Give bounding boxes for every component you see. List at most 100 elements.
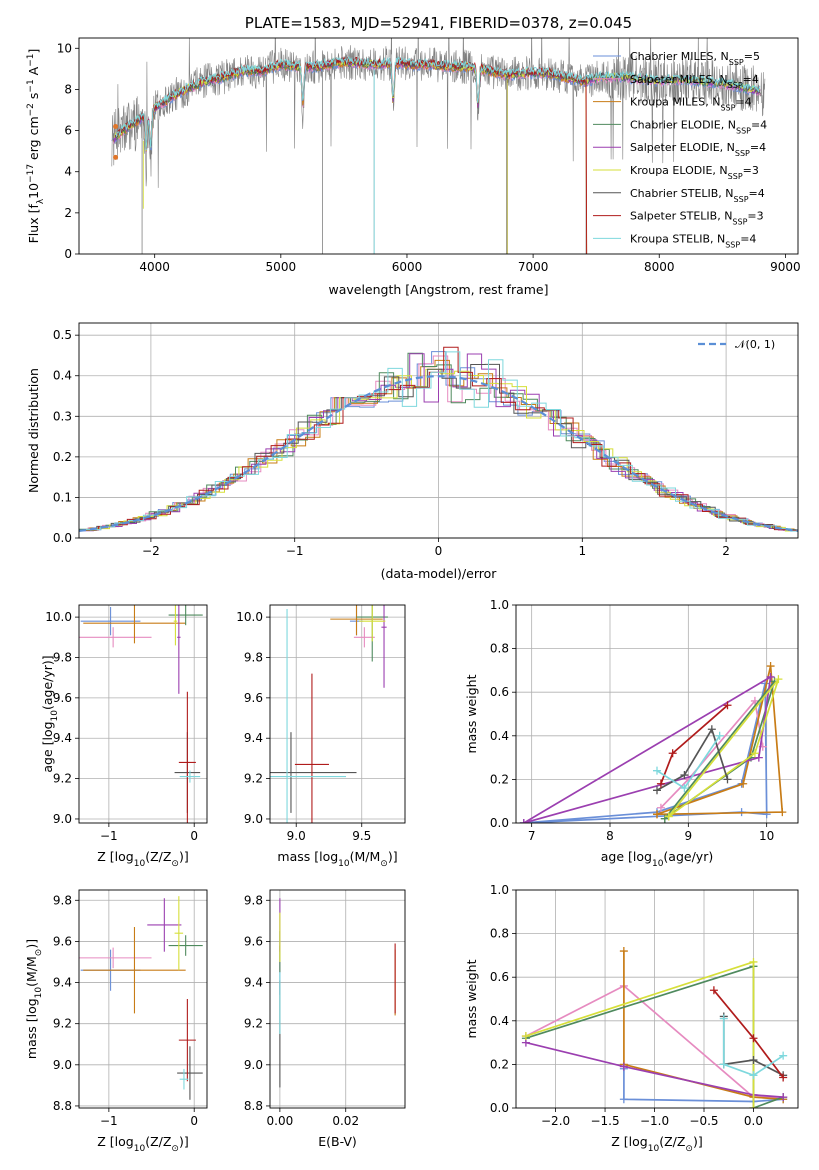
mass-vs-z-errorbar-point	[178, 999, 196, 1082]
age-vs-mass-grid	[270, 605, 405, 823]
age-vs-mass-panel: 9.0 9.5 9.0 9.2 9.4 9.6 9.8 10.0 mass [log10(M/M…	[236, 604, 406, 869]
weight-vs-z-xtick-label: −0.5	[689, 1114, 718, 1128]
weight-vs-z-point-marker	[749, 1104, 758, 1108]
mass-vs-z-ytick-label: 9.6	[53, 934, 72, 948]
residuals-ytick-label: 0.3	[53, 409, 72, 423]
residuals-gaussian-curve	[79, 375, 798, 532]
weight-vs-z-ylabel: mass weight	[464, 959, 479, 1038]
spectrum-xlabel: wavelength [Angstrom, rest frame]	[328, 282, 548, 297]
weight-vs-age-point-marker	[653, 766, 661, 775]
mass-vs-ebv-xlabel: E(B-V)	[318, 1134, 357, 1149]
residuals-ytick-label: 0.0	[53, 531, 72, 545]
spectrum-ytick-label: 2	[64, 206, 72, 220]
weight-vs-age-point-marker	[668, 749, 677, 758]
weight-vs-age-xtick-label: 8	[606, 829, 614, 843]
mass-vs-ebv-ytick-label: 9.8	[244, 893, 263, 907]
residuals-ytick-label: 0.2	[53, 450, 72, 464]
mass-vs-z-ytick-label: 9.2	[53, 1017, 72, 1031]
weight-vs-age-series-line	[523, 675, 772, 823]
mass-vs-z-xtick-label: −1	[100, 1114, 118, 1128]
age-vs-mass-plot-area	[270, 605, 388, 823]
weight-vs-age-point-marker	[656, 803, 665, 812]
age-vs-z-errorbar-point	[178, 691, 196, 823]
weight-vs-z-point-marker	[749, 957, 758, 966]
weight-vs-age-ticks: 7 8 9 10 0.0 0.2 0.4 0.6 0.8 1.0	[490, 598, 774, 843]
age-vs-mass-frame	[269, 604, 406, 824]
spectrum-ytick-label: 8	[64, 82, 72, 96]
age-vs-mass-xtick-label: 9.0	[287, 829, 306, 843]
age-vs-z-ytick-label: 9.4	[53, 731, 72, 745]
weight-vs-z-point-marker	[619, 1095, 628, 1104]
age-vs-mass-errorbar-point	[270, 609, 347, 823]
age-vs-mass-ytick-label: 9.6	[244, 691, 263, 705]
residuals-panel: −2 −1 0 1 2 0.0 0.1 0.2 0.3 0.4 0.5 (data-model)/er…	[26, 322, 799, 581]
age-vs-z-errorbar-point	[179, 770, 201, 783]
spectrum-ytick-label: 10	[57, 41, 72, 55]
weight-vs-age-plot-area	[519, 662, 787, 823]
mass-vs-z-xlabel: Z [log10(Z/Z⊙)]	[97, 1134, 188, 1154]
spectrum-ylabel: Flux [fλ10−17 erg cm−2 s−1 A−1]	[26, 49, 46, 244]
weight-vs-age-ylabel: mass weight	[464, 674, 479, 753]
weight-vs-age-series-line	[656, 727, 729, 792]
weight-vs-z-xtick-label: −2.0	[541, 1114, 570, 1128]
weight-vs-age-point-marker	[680, 771, 689, 780]
weight-vs-z-point-marker	[779, 1051, 788, 1060]
spectrum-xtick-label: 8000	[644, 260, 675, 274]
age-vs-z-errorbar-point	[177, 605, 181, 694]
age-vs-z-plot-area	[79, 605, 203, 823]
mass-vs-ebv-ytick-label: 8.8	[244, 1099, 263, 1113]
spectrum-xtick-label: 9000	[770, 260, 801, 274]
mass-vs-ebv-ytick-label: 9.2	[244, 1017, 263, 1031]
mass-vs-z-frame	[78, 889, 208, 1109]
mass-vs-z-ylabel: mass [log10(M/M⊙)]	[24, 939, 44, 1059]
weight-vs-age-ytick-label: 1.0	[490, 598, 509, 612]
spectrum-ytick-label: 4	[64, 165, 72, 179]
spectrum-legend-label: Kroupa STELIB, NSSP=4	[630, 232, 756, 249]
weight-vs-age-point-marker	[750, 696, 759, 705]
weight-vs-z-xtick-label: 0.0	[744, 1114, 763, 1128]
residuals-histogram-step	[84, 346, 798, 531]
spectrum-model-line	[115, 56, 761, 151]
figure-panels: 4000 5000 6000 7000 8000 90000246810PLATE=158…	[24, 14, 801, 1154]
weight-vs-age-point-marker	[774, 675, 783, 684]
spectrum-xtick-label: 4000	[139, 260, 170, 274]
spectrum-legend-label: Chabrier ELODIE, NSSP=4	[630, 118, 767, 135]
weight-vs-z-point-marker	[719, 1060, 728, 1069]
residuals-ytick-label: 0.1	[53, 490, 72, 504]
spectrum-frame	[78, 37, 799, 255]
residuals-frame	[78, 322, 799, 539]
residuals-xtick-label: 0	[435, 544, 443, 558]
age-vs-z-errorbar-point	[80, 607, 141, 636]
age-vs-z-ytick-label: 9.2	[53, 772, 72, 786]
weight-vs-z-point-marker	[719, 1014, 728, 1023]
spectrum-ytick-label: 0	[64, 247, 72, 261]
residuals-ytick-label: 0.5	[53, 328, 72, 342]
spectrum-legend-label: Kroupa MILES, NSSP=4	[630, 96, 752, 113]
weight-vs-z-xtick-label: −1.5	[590, 1114, 619, 1128]
age-vs-z-ticks: −1 0 9.0 9.2 9.4 9.6 9.8 10.0	[45, 610, 198, 843]
spectrum-legend-label: Salpeter STELIB, NSSP=3	[630, 210, 764, 227]
weight-vs-age-point-marker	[766, 672, 775, 681]
mass-vs-ebv-xtick-label: 0.02	[332, 1114, 359, 1128]
mass-vs-ebv-panel: 0.00 0.02 8.8 9.0 9.2 9.4 9.6 9.8 E(B-V)	[244, 889, 406, 1149]
age-vs-mass-errorbar-point	[359, 605, 386, 642]
weight-vs-age-point-marker	[653, 786, 661, 795]
mass-vs-z-errorbar-point	[83, 927, 186, 1014]
mass-vs-ebv-ytick-label: 9.4	[244, 976, 263, 990]
weight-vs-age-point-marker	[664, 812, 673, 821]
spectrum-legend-label: Salpeter MILES, NSSP=4	[630, 73, 759, 90]
age-vs-z-errorbar-point	[173, 605, 178, 646]
mass-vs-z-ytick-label: 9.4	[53, 976, 72, 990]
weight-vs-z-point-marker	[779, 1073, 788, 1082]
age-vs-z-xtick-label: 0	[190, 829, 198, 843]
weight-vs-z-ytick-label: 0.4	[490, 1014, 509, 1028]
mass-vs-z-errorbar-point	[174, 896, 184, 971]
weight-vs-z-ytick-label: 0.6	[490, 970, 509, 984]
weight-vs-age-series-line	[660, 698, 764, 809]
spectrum-ytick-label: 6	[64, 124, 72, 138]
age-vs-z-errorbar-point	[79, 627, 152, 648]
mass-vs-z-errorbar-point	[79, 947, 152, 969]
age-vs-mass-ytick-label: 9.8	[244, 650, 263, 664]
residuals-xtick-label: −1	[286, 544, 304, 558]
age-vs-z-ytick-label: 9.6	[53, 691, 72, 705]
